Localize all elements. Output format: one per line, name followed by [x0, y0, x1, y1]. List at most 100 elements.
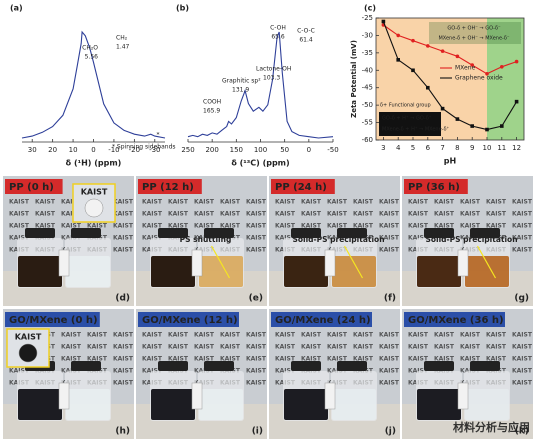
point	[485, 71, 489, 76]
left-cap	[291, 228, 321, 238]
backdrop-text: KAIST	[379, 235, 400, 242]
annotation: * Spinning sidebands	[112, 144, 176, 151]
backdrop-text: KAIST	[9, 223, 30, 230]
x-tick-label: 9	[470, 144, 474, 152]
clamp	[324, 382, 336, 410]
backdrop-text: KAIST	[353, 356, 374, 363]
backdrop-text: KAIST	[408, 356, 429, 363]
backdrop-text: KAIST	[512, 356, 533, 363]
inset-text: KAIST	[81, 188, 108, 197]
right-cap	[337, 361, 367, 371]
backdrop-text: KAIST	[194, 211, 215, 218]
point	[411, 68, 415, 73]
x-tick-label: 12	[512, 144, 521, 152]
panel-letter: (d)	[115, 294, 130, 304]
backdrop-text: KAIST	[408, 344, 429, 351]
backdrop-text: KAIST	[246, 380, 267, 387]
backdrop-text: KAIST	[168, 356, 189, 363]
backdrop-text: KAIST	[113, 247, 134, 254]
annotation: 165.9	[203, 108, 220, 115]
backdrop-text: KAIST	[113, 223, 134, 230]
backdrop-text: KAIST	[9, 199, 30, 206]
photo-title: PP (12 h)	[142, 182, 194, 193]
backdrop-text: KAIST	[486, 332, 507, 339]
x-tick-label: 3	[381, 144, 385, 152]
x-tick-label: 100	[254, 146, 267, 154]
backdrop-text: KAIST	[168, 199, 189, 206]
backdrop-text: KAIST	[275, 332, 296, 339]
right-cap	[204, 228, 234, 238]
backdrop-text: KAIST	[301, 199, 322, 206]
annotation: Lactone-OH	[256, 66, 291, 73]
left-cap	[291, 361, 321, 371]
title-badge	[5, 179, 63, 194]
backdrop-text: KAIST	[460, 199, 481, 206]
y-tick-label: -60	[362, 136, 373, 144]
annotation: C-O-C	[297, 28, 315, 35]
y-tick-label: -40	[362, 66, 373, 74]
x-tick-label: -50	[327, 146, 338, 154]
clamp	[191, 382, 203, 410]
annotation: MXene-δ + OH⁻ → MXene-δ⁻	[438, 36, 509, 42]
annotation: GO-δ + H⁺ → GO-δ⁺	[382, 116, 432, 122]
panel-label: (b)	[176, 4, 189, 13]
point	[514, 99, 519, 104]
watermark: 材料分析与应用	[453, 420, 530, 434]
backdrop-text: KAIST	[220, 344, 241, 351]
backdrop-text: KAIST	[168, 211, 189, 218]
backdrop-text: KAIST	[246, 235, 267, 242]
left-liquid	[151, 389, 195, 420]
backdrop-text: KAIST	[194, 223, 215, 230]
backdrop-text: KAIST	[379, 356, 400, 363]
x-tick-label: 200	[205, 146, 218, 154]
backdrop-text: KAIST	[113, 211, 134, 218]
backdrop-text: KAIST	[168, 332, 189, 339]
backdrop-text: KAIST	[460, 223, 481, 230]
left-cap	[158, 361, 188, 371]
y-tick-label: -30	[362, 31, 373, 39]
left-liquid	[284, 256, 328, 287]
backdrop-text: KAIST	[168, 344, 189, 351]
photo-title: GO/MXene (24 h)	[275, 315, 371, 326]
backdrop-text: KAIST	[113, 199, 134, 206]
x-tick-label: 0	[91, 146, 95, 154]
backdrop-text: KAIST	[379, 380, 400, 387]
annotation: *	[157, 132, 160, 139]
backdrop-text: KAIST	[220, 332, 241, 339]
clamp	[58, 249, 70, 277]
x-axis-label: pH	[444, 157, 456, 166]
y-tick-label: -50	[362, 101, 373, 109]
right-liquid	[332, 389, 376, 420]
x-axis-label: δ (¹³C) (ppm)	[231, 159, 289, 168]
backdrop-text: KAIST	[460, 211, 481, 218]
backdrop-text: KAIST	[512, 199, 533, 206]
left-liquid	[417, 256, 461, 287]
backdrop-text: KAIST	[434, 199, 455, 206]
panel-letter: (i)	[252, 427, 263, 437]
right-cap	[71, 361, 101, 371]
right-liquid	[465, 389, 509, 420]
backdrop-text: KAIST	[512, 380, 533, 387]
point	[440, 49, 445, 53]
backdrop-text: KAIST	[246, 211, 267, 218]
backdrop-text: KAIST	[61, 332, 82, 339]
inset-text: KAIST	[15, 333, 42, 342]
x-tick-label: 250	[181, 146, 194, 154]
backdrop-text: KAIST	[246, 247, 267, 254]
backdrop-text: KAIST	[486, 344, 507, 351]
backdrop-text: KAIST	[194, 344, 215, 351]
photo-title: PP (36 h)	[408, 182, 460, 193]
backdrop-text: KAIST	[61, 211, 82, 218]
clamp	[58, 382, 70, 410]
x-tick-label: 8	[455, 144, 459, 152]
backdrop-text: KAIST	[379, 368, 400, 375]
backdrop-text: KAIST	[486, 211, 507, 218]
x-tick-label: 30	[28, 146, 37, 154]
left-cap	[424, 228, 454, 238]
right-cap	[470, 361, 500, 371]
backdrop-text: KAIST	[460, 332, 481, 339]
legend-label: Graphene oxide	[455, 75, 503, 82]
backdrop-text: KAIST	[301, 332, 322, 339]
point	[440, 106, 445, 111]
